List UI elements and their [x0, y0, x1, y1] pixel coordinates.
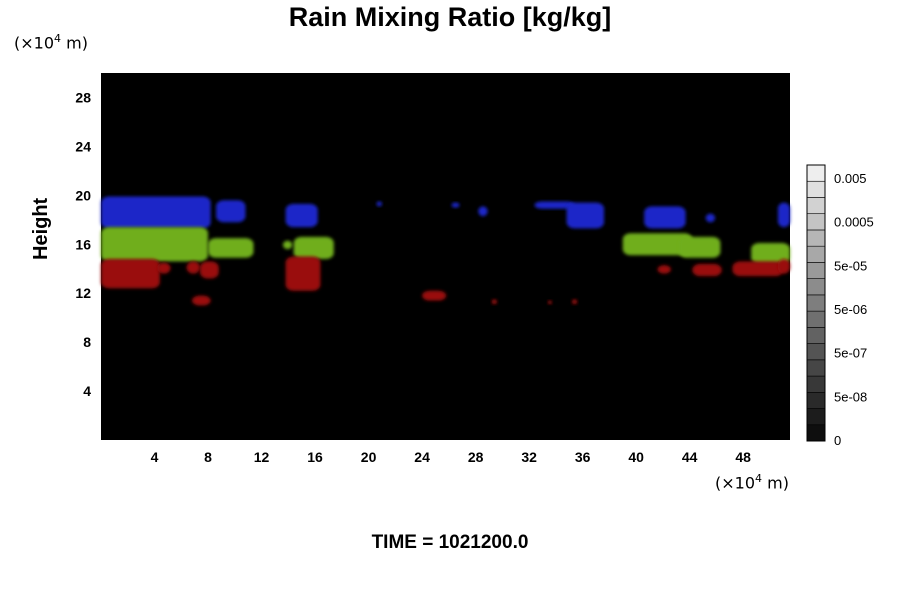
x-unit-exponent: 4 [755, 472, 763, 485]
data-region [622, 233, 693, 256]
y-tick-label: 4 [83, 383, 91, 399]
colorbar-label: 5e-06 [834, 302, 867, 317]
colorbar-swatch [806, 310, 826, 328]
y-tick-label: 8 [83, 334, 91, 350]
colorbar-swatch [806, 180, 826, 198]
colorbar-swatch [806, 391, 826, 409]
data-region [451, 202, 460, 208]
colorbar-label: 5e-08 [834, 389, 867, 404]
x-tick-label: 16 [307, 449, 323, 465]
colorbar-label: 0.0005 [834, 215, 874, 230]
x-tick-label: 32 [521, 449, 537, 465]
colorbar-swatch [806, 197, 826, 215]
y-unit-exponent: 4 [54, 32, 62, 45]
x-unit-suffix: m) [762, 473, 789, 493]
colorbar-swatch [806, 164, 826, 182]
data-region [191, 295, 211, 306]
y-tick-label: 24 [75, 138, 91, 154]
colorbar-swatch [806, 278, 826, 296]
y-unit-suffix: m) [61, 33, 88, 53]
colorbar-label: 5e-05 [834, 258, 867, 273]
x-tick-label: 44 [682, 449, 698, 465]
x-tick-label: 48 [735, 449, 751, 465]
data-region [571, 299, 578, 305]
data-region [777, 202, 790, 228]
colorbar-swatch [806, 343, 826, 361]
colorbar-swatch [806, 375, 826, 393]
y-tick-label: 12 [75, 285, 91, 301]
colorbar-swatch [806, 229, 826, 247]
data-region [534, 201, 575, 209]
data-region [216, 200, 246, 223]
data-region [732, 261, 784, 277]
x-tick-label: 4 [151, 449, 159, 465]
data-region [208, 238, 254, 258]
colorbar-swatch [806, 327, 826, 344]
data-region [692, 263, 722, 277]
colorbar-label: 0.005 [834, 171, 867, 186]
y-unit-prefix: (×10 [14, 33, 55, 53]
colorbar-swatch [806, 213, 826, 231]
data-region [285, 203, 318, 228]
data-region [422, 290, 447, 301]
data-region [478, 206, 488, 217]
y-tick-label: 16 [75, 236, 91, 252]
y-tick-label: 28 [75, 89, 91, 105]
data-region [547, 300, 552, 305]
x-tick-label: 40 [628, 449, 644, 465]
data-region [101, 227, 209, 262]
colorbar-swatch [806, 359, 826, 377]
y-axis-unit: (×104 m) [14, 32, 88, 52]
colorbar-swatch [806, 262, 826, 279]
x-tick-label: 28 [468, 449, 484, 465]
data-region [101, 196, 211, 229]
data-region [657, 265, 671, 274]
data-region [293, 236, 334, 259]
data-region [186, 261, 201, 274]
data-region [644, 206, 686, 229]
chart-title: Rain Mixing Ratio [kg/kg] [288, 2, 612, 32]
colorbar-swatch [806, 424, 826, 442]
x-tick-label: 8 [204, 449, 212, 465]
y-tick-label: 20 [75, 187, 91, 203]
data-region [705, 213, 716, 223]
colorbar-swatch [806, 408, 826, 426]
data-region [751, 243, 790, 264]
colorbar-swatch [806, 294, 826, 312]
x-tick-label: 12 [254, 449, 270, 465]
x-tick-label: 24 [414, 449, 430, 465]
x-tick-label: 36 [575, 449, 591, 465]
data-region [101, 258, 160, 289]
data-region [157, 262, 171, 274]
colorbar-label: 5e-07 [834, 346, 867, 361]
colorbar-frame [806, 164, 826, 442]
x-axis-unit: (×104 m) [715, 472, 789, 492]
colorbar-swatch [806, 245, 826, 263]
data-region [376, 201, 382, 207]
x-tick-label: 20 [361, 449, 377, 465]
data-region [285, 256, 321, 291]
colorbar-label: 0 [834, 433, 841, 448]
data-region [777, 258, 790, 274]
data-region [566, 202, 605, 229]
data-region [200, 261, 219, 279]
x-unit-prefix: (×10 [715, 473, 756, 493]
data-region [678, 236, 721, 258]
data-region [491, 299, 498, 305]
data-region [282, 240, 293, 250]
time-label: TIME = 1021200.0 [371, 532, 529, 553]
